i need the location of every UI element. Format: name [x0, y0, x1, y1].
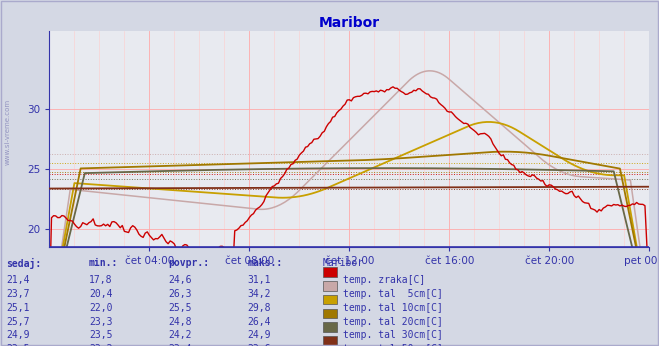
Text: 25,5: 25,5 [168, 303, 192, 313]
Text: temp. tal  5cm[C]: temp. tal 5cm[C] [343, 289, 443, 299]
Text: 20,4: 20,4 [89, 289, 113, 299]
Text: 29,8: 29,8 [247, 303, 271, 313]
Text: 23,7: 23,7 [7, 289, 30, 299]
Text: 25,7: 25,7 [7, 317, 30, 327]
Text: 24,8: 24,8 [168, 317, 192, 327]
Text: maks.:: maks.: [247, 258, 282, 268]
Title: Maribor: Maribor [319, 16, 380, 30]
Text: temp. tal 20cm[C]: temp. tal 20cm[C] [343, 317, 443, 327]
Text: temp. tal 10cm[C]: temp. tal 10cm[C] [343, 303, 443, 313]
Text: min.:: min.: [89, 258, 119, 268]
Text: 23,2: 23,2 [89, 344, 113, 346]
Text: 17,8: 17,8 [89, 275, 113, 285]
Text: 25,1: 25,1 [7, 303, 30, 313]
Text: temp. tal 30cm[C]: temp. tal 30cm[C] [343, 330, 443, 340]
Text: 23,4: 23,4 [168, 344, 192, 346]
Text: sedaj:: sedaj: [7, 258, 42, 269]
Text: 24,6: 24,6 [168, 275, 192, 285]
Text: 24,9: 24,9 [247, 330, 271, 340]
Text: 26,4: 26,4 [247, 317, 271, 327]
Text: 24,2: 24,2 [168, 330, 192, 340]
Text: 26,3: 26,3 [168, 289, 192, 299]
Text: 23,3: 23,3 [89, 317, 113, 327]
Text: povpr.:: povpr.: [168, 258, 209, 268]
Text: 23,6: 23,6 [247, 344, 271, 346]
Text: 31,1: 31,1 [247, 275, 271, 285]
Text: 34,2: 34,2 [247, 289, 271, 299]
Text: 23,5: 23,5 [89, 330, 113, 340]
Text: 21,4: 21,4 [7, 275, 30, 285]
Text: temp. tal 50cm[C]: temp. tal 50cm[C] [343, 344, 443, 346]
Text: 23,5: 23,5 [7, 344, 30, 346]
Text: 22,0: 22,0 [89, 303, 113, 313]
Text: 24,9: 24,9 [7, 330, 30, 340]
Text: Maribor: Maribor [323, 258, 364, 268]
Text: www.si-vreme.com: www.si-vreme.com [5, 98, 11, 165]
Text: temp. zraka[C]: temp. zraka[C] [343, 275, 425, 285]
